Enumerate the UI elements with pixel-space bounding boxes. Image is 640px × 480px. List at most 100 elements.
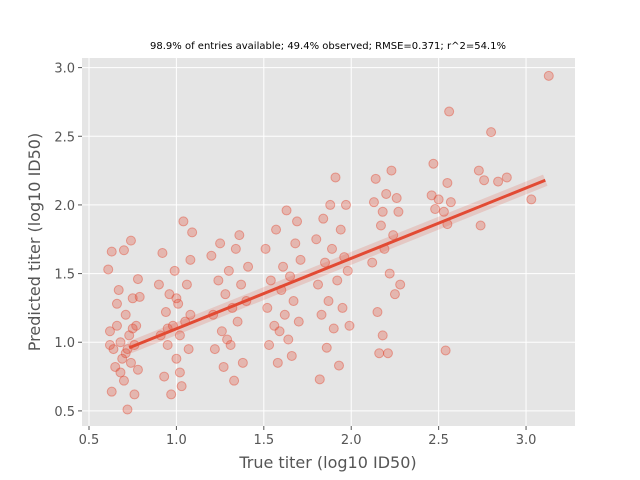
point <box>104 326 115 337</box>
point <box>320 257 331 268</box>
y-axis-label: Predicted titer (log10 ID50) <box>25 133 44 351</box>
point <box>120 348 131 359</box>
x-tick-label: 1.0 <box>166 433 187 448</box>
point <box>265 275 276 286</box>
point <box>391 193 402 204</box>
point <box>120 309 131 320</box>
point <box>169 265 180 276</box>
point <box>328 323 339 334</box>
point <box>473 165 484 176</box>
y-tick-label: 2.0 <box>54 199 75 214</box>
x-tick-label: 3.0 <box>516 433 537 448</box>
point <box>106 246 117 257</box>
point <box>115 337 126 348</box>
point <box>157 247 168 258</box>
point <box>278 261 289 272</box>
point <box>118 245 129 256</box>
y-tick-label: 3.0 <box>54 62 75 77</box>
point <box>122 404 133 415</box>
point <box>323 296 334 307</box>
point <box>173 298 184 309</box>
point <box>279 309 290 320</box>
x-tick-label: 2.0 <box>341 433 362 448</box>
point <box>493 176 504 187</box>
point <box>375 220 386 231</box>
point <box>444 106 455 117</box>
point <box>220 289 231 300</box>
point <box>292 216 303 227</box>
point <box>311 234 322 245</box>
point <box>176 381 187 392</box>
point <box>382 348 393 359</box>
y-tick-label: 2.5 <box>54 130 75 145</box>
point <box>501 172 512 183</box>
point <box>313 279 324 290</box>
point <box>316 309 327 320</box>
point <box>108 344 119 355</box>
point <box>104 339 115 350</box>
point <box>274 326 285 337</box>
point <box>318 213 329 224</box>
point <box>526 194 537 205</box>
point <box>374 348 385 359</box>
point <box>262 302 273 313</box>
point <box>325 199 336 210</box>
point <box>330 172 341 183</box>
point <box>293 316 304 327</box>
point <box>103 264 114 275</box>
point <box>269 320 280 331</box>
x-tick-label: 2.5 <box>428 433 449 448</box>
plot-area <box>82 58 575 426</box>
point <box>290 238 301 249</box>
point <box>326 243 337 254</box>
point <box>132 364 143 375</box>
point <box>543 70 554 81</box>
point <box>127 323 138 334</box>
point <box>111 298 122 309</box>
point <box>283 334 294 345</box>
grid <box>82 58 575 426</box>
point <box>216 326 227 337</box>
point <box>222 334 233 345</box>
point <box>285 271 296 282</box>
point <box>106 386 117 397</box>
point <box>166 389 177 400</box>
point <box>426 190 437 201</box>
point <box>127 293 138 304</box>
point <box>286 350 297 361</box>
point <box>229 375 240 386</box>
point <box>271 224 282 235</box>
point <box>162 339 173 350</box>
point <box>159 371 170 382</box>
point <box>442 177 453 188</box>
point <box>174 367 185 378</box>
point <box>440 345 451 356</box>
point <box>388 230 399 241</box>
point <box>206 250 217 261</box>
point <box>340 199 351 210</box>
point <box>475 220 486 231</box>
point <box>215 238 226 249</box>
point <box>370 173 381 184</box>
point <box>344 320 355 331</box>
point <box>243 261 254 272</box>
point <box>372 307 383 318</box>
point <box>395 279 406 290</box>
point <box>295 254 306 265</box>
point <box>110 361 121 372</box>
fit <box>126 174 548 354</box>
point <box>445 197 456 208</box>
point <box>393 206 404 217</box>
point <box>234 230 245 241</box>
point <box>342 265 353 276</box>
point <box>368 197 379 208</box>
point <box>264 339 275 350</box>
point <box>314 374 325 385</box>
point <box>117 353 128 364</box>
point <box>337 302 348 313</box>
x-tick-label: 1.5 <box>253 433 274 448</box>
point <box>377 330 388 341</box>
chart-title: 98.9% of entries available; 49.4% observ… <box>150 41 506 52</box>
point <box>125 235 136 246</box>
